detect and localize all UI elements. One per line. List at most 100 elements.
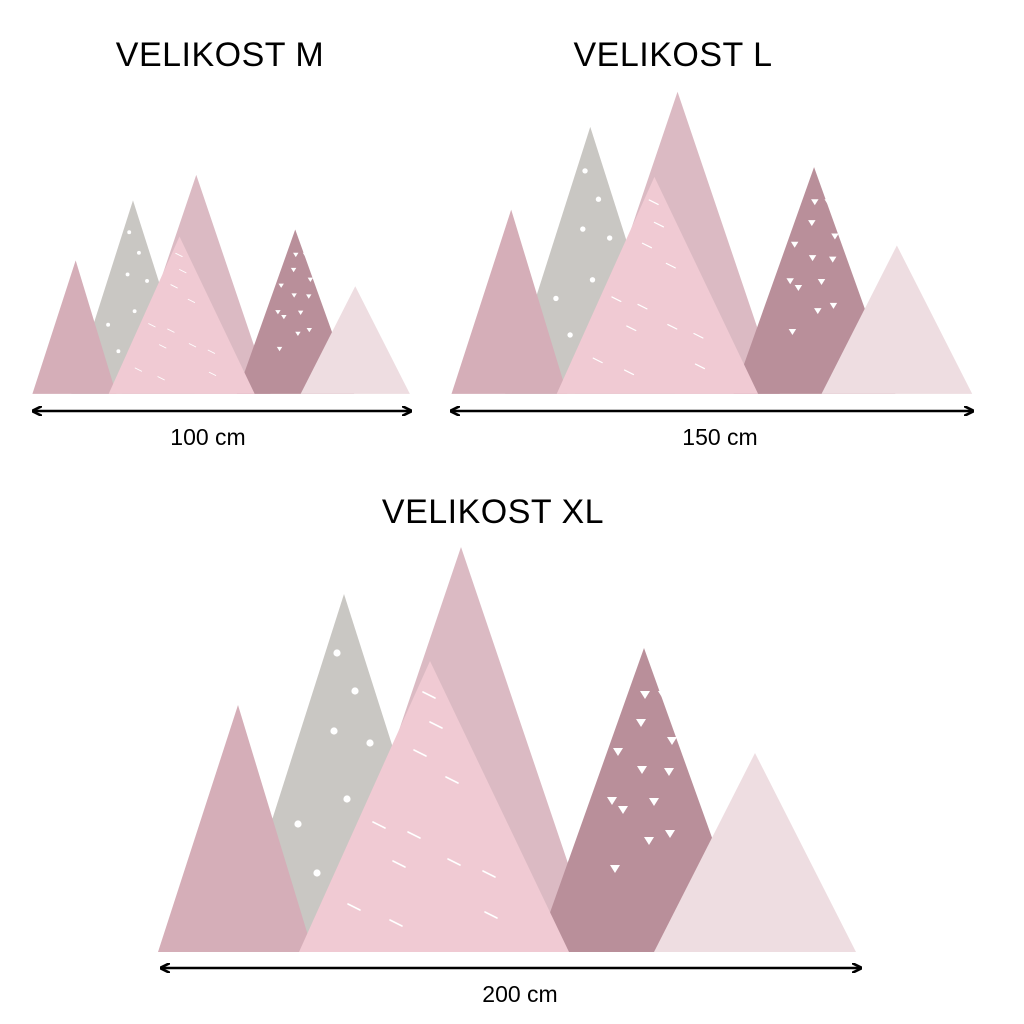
mountain-dusty-rose xyxy=(451,209,568,394)
pattern-triangle xyxy=(306,294,312,299)
pattern-triangle xyxy=(295,331,301,337)
pattern-dash xyxy=(372,821,386,829)
pattern-triangle xyxy=(664,768,674,776)
pattern-triangle xyxy=(618,806,628,814)
pattern-dash xyxy=(170,284,178,289)
pattern-triangle xyxy=(297,310,304,315)
pattern-dash xyxy=(694,363,705,370)
pattern-dot xyxy=(595,196,602,202)
pattern-dash xyxy=(447,858,461,866)
title-size-l: VELIKOST L xyxy=(573,36,773,74)
pattern-dot xyxy=(343,795,351,803)
pattern-dash xyxy=(347,903,361,911)
pattern-dash xyxy=(623,369,635,376)
title-size-xl: VELIKOST XL xyxy=(381,493,605,531)
mountain-patterns xyxy=(553,168,839,376)
pattern-dot xyxy=(553,295,559,302)
pattern-triangle xyxy=(281,314,287,320)
pattern-triangle xyxy=(637,766,647,774)
pattern-dash xyxy=(159,344,167,349)
pattern-dash xyxy=(148,323,156,328)
pattern-triangle xyxy=(831,233,839,240)
pattern-dot xyxy=(313,869,321,877)
pattern-triangle xyxy=(644,837,654,845)
pattern-dot xyxy=(125,272,130,277)
pattern-dash xyxy=(429,721,443,729)
pattern-triangle xyxy=(658,691,668,699)
mountain-set-l xyxy=(451,91,973,394)
pattern-triangle xyxy=(824,199,832,206)
mountain-pale-pink xyxy=(821,245,973,394)
pattern-dash xyxy=(389,919,403,927)
pattern-triangle xyxy=(302,252,309,258)
pattern-dash xyxy=(157,376,165,381)
pattern-triangle xyxy=(794,285,803,291)
pattern-dash xyxy=(445,776,459,784)
width-label-xl: 200 cm xyxy=(482,981,558,1007)
mountain-light-pink xyxy=(299,661,569,952)
pattern-triangle xyxy=(275,310,281,315)
mountain-set-m xyxy=(32,174,410,394)
pattern-dash xyxy=(626,325,637,332)
mountain-set-xl xyxy=(158,547,856,952)
pattern-triangle xyxy=(665,830,675,838)
mountain-pale-pink xyxy=(300,286,410,394)
pattern-triangle xyxy=(808,255,817,262)
pattern-triangle xyxy=(790,241,799,248)
pattern-dash xyxy=(693,332,704,339)
pattern-dash xyxy=(208,371,217,376)
pattern-dash xyxy=(188,343,197,348)
pattern-dash xyxy=(422,691,436,699)
pattern-dot xyxy=(589,277,596,283)
pattern-dot xyxy=(127,230,132,235)
title-size-m: VELIKOST M xyxy=(115,36,325,74)
pattern-triangle xyxy=(306,327,312,333)
width-label-m: 100 cm xyxy=(170,424,246,450)
pattern-dash xyxy=(187,298,196,303)
pattern-triangle xyxy=(610,865,620,873)
pattern-triangle xyxy=(293,252,299,258)
pattern-triangle xyxy=(828,256,837,263)
pattern-triangle xyxy=(636,719,646,727)
pattern-dot xyxy=(136,250,141,255)
pattern-dot xyxy=(132,309,137,314)
pattern-dot xyxy=(567,332,573,338)
pattern-dash xyxy=(641,242,653,249)
pattern-triangle xyxy=(607,797,617,805)
pattern-triangle xyxy=(291,293,297,298)
pattern-dash xyxy=(611,296,622,303)
pattern-triangle xyxy=(290,267,297,273)
mountain-light-pink xyxy=(556,176,759,394)
width-label-l: 150 cm xyxy=(682,424,758,450)
pattern-triangle xyxy=(811,199,819,206)
pattern-dot xyxy=(582,168,588,174)
pattern-dash xyxy=(665,262,676,269)
pattern-dot xyxy=(333,649,341,657)
pattern-triangle xyxy=(829,302,838,309)
pattern-dot xyxy=(606,235,613,241)
mountain-dusty-rose xyxy=(158,705,313,952)
pattern-triangle xyxy=(640,691,650,699)
pattern-dash xyxy=(175,252,183,257)
pattern-dash xyxy=(413,749,427,757)
pattern-triangle xyxy=(307,277,314,282)
pattern-dash xyxy=(167,328,175,333)
pattern-dot xyxy=(106,322,111,327)
pattern-dot xyxy=(145,278,149,283)
pattern-dot xyxy=(116,349,121,354)
pattern-dash xyxy=(482,870,496,878)
pattern-dash xyxy=(592,357,603,364)
pattern-dot xyxy=(580,226,586,232)
pattern-dash xyxy=(207,349,216,354)
pattern-triangle xyxy=(667,737,677,745)
pattern-dash xyxy=(407,831,421,839)
pattern-triangle xyxy=(276,346,283,352)
pattern-triangle xyxy=(649,798,659,806)
mountain-light-pink xyxy=(108,236,255,394)
pattern-dash xyxy=(637,303,648,310)
mountain-dusty-rose xyxy=(32,260,117,394)
pattern-triangle xyxy=(278,283,284,288)
pattern-dot xyxy=(294,820,302,828)
mountain-patterns xyxy=(294,649,677,927)
pattern-triangle xyxy=(814,308,822,315)
